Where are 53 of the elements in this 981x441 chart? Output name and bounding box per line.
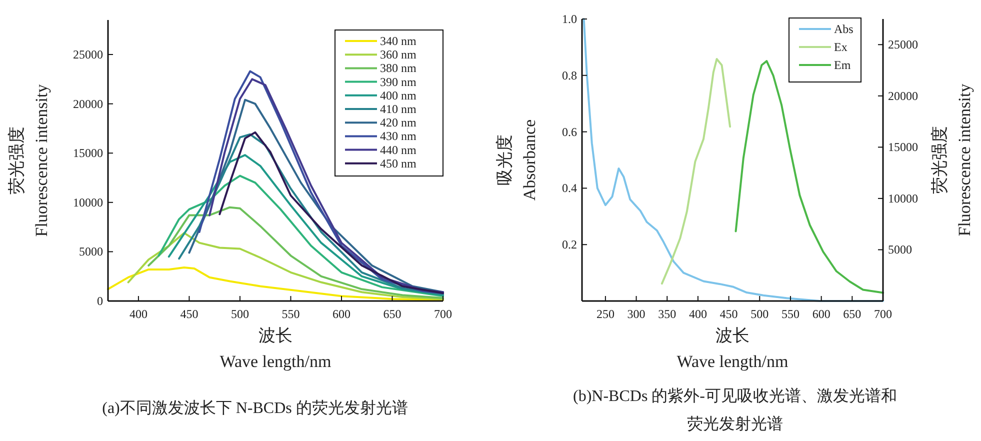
x-tick-label: 700 (434, 307, 452, 321)
y-axis-title: 吸光度 Absorbance (495, 119, 539, 201)
x-tick-label: 650 (843, 307, 862, 321)
x-tick-label: 400 (129, 307, 148, 321)
legend-label: 410 nm (380, 102, 417, 116)
x-tick-label: 550 (781, 307, 800, 321)
x-tick-label: 600 (812, 307, 830, 321)
text: (a)不同激发波长下 N-BCDs 的荧光发射光谱 (101, 398, 409, 419)
y-tick-label: 0.8 (562, 68, 577, 82)
x-tick-label: 450 (720, 307, 738, 321)
y2-tick-label: 20000 (888, 88, 918, 103)
x-tick-label: 400 (688, 307, 707, 321)
x-tick-label: 650 (383, 307, 402, 321)
legend-label: 340 nm (380, 34, 417, 48)
y-tick-label: 5000 (79, 244, 103, 259)
x-tick-label: 600 (332, 307, 350, 321)
y-tick-label: 25000 (73, 48, 103, 62)
x-tick-label: 500 (230, 307, 249, 321)
y2-tick-label: 5000 (888, 242, 912, 257)
y-tick-label: 1.0 (562, 12, 577, 26)
legend-label: 360 nm (380, 48, 417, 62)
x-tick-label: 250 (596, 307, 614, 321)
y2-tick-label: 25000 (888, 38, 918, 52)
x-tick-label: 450 (180, 307, 198, 321)
x-tick-label: 300 (627, 307, 646, 321)
y-tick-label: 10000 (73, 195, 103, 210)
x-axis-title: 波长 Wave length/nm (220, 326, 332, 371)
x-tick-label: 500 (750, 307, 769, 321)
legend-label: 430 nm (380, 129, 417, 144)
y-tick-label: 15000 (73, 146, 103, 160)
x-tick-label: 550 (282, 307, 300, 321)
legend-label: 450 nm (380, 156, 417, 170)
y2-tick-label: 15000 (888, 140, 918, 154)
legend-label: 440 nm (380, 142, 417, 157)
legend-label: 400 nm (380, 88, 417, 102)
y-tick-label: 0.2 (562, 238, 577, 252)
y2-axis-title: 荧光强度 Fluorescence intensity (930, 83, 974, 236)
y-tick-label: 0.6 (562, 124, 577, 139)
legend-label: Em (834, 58, 852, 72)
legend-label: 390 nm (380, 74, 417, 89)
y-tick-label: 0.4 (562, 181, 577, 196)
legend-label: 420 nm (380, 116, 417, 130)
x-axis-title: 波长 Wave length/nm (676, 326, 788, 371)
y-tick-label: 20000 (73, 96, 103, 111)
y-tick-label: 0 (97, 294, 103, 308)
text: (b)N-BCDs 的紫外-可见吸收光谱、激发光谱和荧光发射光谱 (572, 386, 898, 435)
y2-tick-label: 10000 (888, 191, 918, 206)
legend-label: 380 nm (380, 61, 417, 76)
x-tick-label: 700 (874, 307, 892, 321)
x-tick-label: 350 (658, 307, 676, 321)
legend-label: Ex (834, 40, 848, 54)
y-axis-title: 荧光强度 Fluorescence intensity (7, 84, 51, 237)
legend-label: Abs (834, 22, 854, 36)
